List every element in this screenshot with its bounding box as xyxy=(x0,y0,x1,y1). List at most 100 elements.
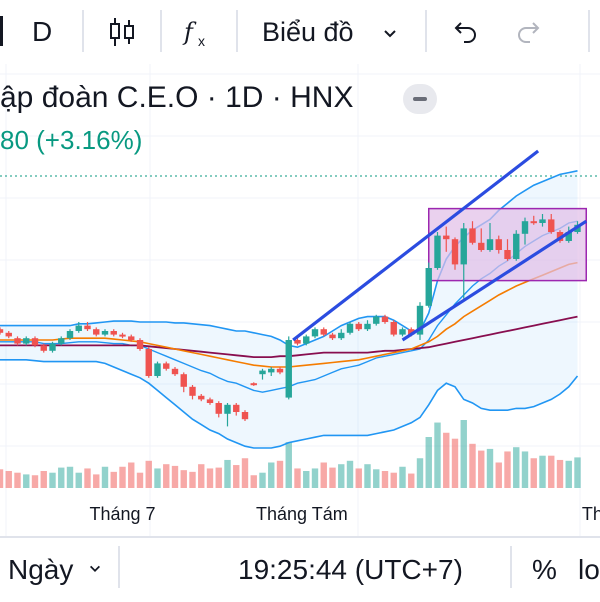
candle-body xyxy=(5,332,12,337)
log-scale-toggle[interactable]: lo xyxy=(578,554,600,585)
volume-bar xyxy=(40,471,47,488)
candle-body xyxy=(355,323,362,330)
candle xyxy=(329,332,336,340)
candles-icon[interactable] xyxy=(104,14,140,50)
bottom-toolbar: Ngày 19:25:44 (UTC+7) % lo xyxy=(0,536,600,602)
candle xyxy=(285,336,292,400)
volume-bar xyxy=(311,468,319,488)
candle xyxy=(355,322,362,331)
price-change: 80 (+3.16%) xyxy=(0,125,143,155)
volume-bar xyxy=(206,468,214,488)
candle-body xyxy=(486,239,494,250)
candle-body xyxy=(443,235,450,240)
candle-body xyxy=(241,412,249,420)
volume-bar xyxy=(250,475,257,488)
candle xyxy=(364,320,371,331)
candle xyxy=(84,322,91,331)
date-range-button[interactable]: Ngày xyxy=(8,554,74,585)
bollinger-band-fill xyxy=(0,170,578,449)
candle xyxy=(311,327,319,339)
candle-body xyxy=(504,250,511,259)
left-edge-icon[interactable] xyxy=(0,16,11,46)
chart-menu-button[interactable]: Biểu đồ xyxy=(262,17,354,47)
candle xyxy=(58,336,65,346)
candle xyxy=(276,367,284,375)
candle-body xyxy=(565,232,572,241)
trend-channel-upper xyxy=(292,149,540,342)
candle-body xyxy=(434,235,441,268)
clock-timezone[interactable]: 19:25:44 (UTC+7) xyxy=(238,554,463,585)
volume-bar xyxy=(75,472,82,488)
volume-bar xyxy=(521,451,529,488)
candle-body xyxy=(259,370,266,375)
candle-body xyxy=(58,338,65,344)
candle-body xyxy=(373,316,380,324)
volume-bar xyxy=(390,472,397,488)
candle-body xyxy=(206,399,214,403)
candle-body xyxy=(84,325,91,330)
volume-bar xyxy=(154,468,161,488)
interval-button[interactable]: D xyxy=(32,16,53,47)
candle-body xyxy=(14,338,21,344)
candle-body xyxy=(548,219,555,232)
volume-bar xyxy=(303,471,310,488)
volume-bar xyxy=(556,459,564,488)
candle-body xyxy=(521,221,529,234)
volume-bar xyxy=(574,457,581,488)
volume-bar xyxy=(530,458,537,488)
candle-body xyxy=(0,329,4,333)
collapse-legend-button[interactable] xyxy=(403,84,437,114)
redo-icon[interactable] xyxy=(514,17,544,47)
volume-bar xyxy=(198,464,205,488)
candle-body xyxy=(478,242,485,250)
volume-bar xyxy=(285,442,292,488)
volume-bar xyxy=(119,466,126,488)
x-tick-label: Tháng Tám xyxy=(256,504,348,524)
candle-body xyxy=(399,329,406,335)
volume-bar xyxy=(241,458,249,488)
volume-bar xyxy=(355,468,362,488)
candle-body xyxy=(233,404,240,412)
indicators-icon[interactable]: f x xyxy=(180,14,216,50)
candle xyxy=(268,367,275,376)
candle xyxy=(128,334,135,342)
chevron-down-icon[interactable] xyxy=(382,26,398,42)
candle-body xyxy=(93,329,100,335)
svg-text:f: f xyxy=(182,18,197,46)
candle xyxy=(513,230,520,261)
price-chart[interactable]: Tháng 7 Tháng Tám Tháng xyxy=(0,64,600,536)
candle xyxy=(198,394,205,402)
candle xyxy=(23,336,30,346)
volume-bar xyxy=(101,466,109,488)
volume-bar xyxy=(259,472,266,488)
chevron-down-icon[interactable] xyxy=(88,562,102,576)
candle xyxy=(171,367,179,376)
toolbar-divider xyxy=(82,10,84,52)
volume-bar xyxy=(180,470,187,488)
candle xyxy=(163,361,170,371)
candle-body xyxy=(530,221,537,224)
candle xyxy=(40,343,47,353)
volume-series xyxy=(0,420,581,488)
percent-scale-toggle[interactable]: % xyxy=(532,554,557,585)
bollinger-lower-line xyxy=(0,358,579,449)
candle-body xyxy=(23,338,30,344)
candle-body xyxy=(390,322,397,335)
candle xyxy=(478,228,485,252)
toolbar-divider xyxy=(118,546,120,588)
undo-icon[interactable] xyxy=(450,17,480,47)
candle-body xyxy=(136,340,144,349)
volume-bar xyxy=(504,451,511,488)
volume-bar xyxy=(539,455,546,488)
volume-bar xyxy=(31,475,39,488)
candle-body xyxy=(145,349,152,376)
candle-body xyxy=(49,343,56,351)
chart-pane[interactable]: Tháng 7 Tháng Tám Tháng xyxy=(0,64,600,536)
toolbar-divider xyxy=(588,10,590,52)
volume-bar xyxy=(364,464,371,488)
candle-body xyxy=(320,329,327,335)
candle xyxy=(154,361,161,378)
candle xyxy=(206,397,214,405)
symbol-legend: ập đoàn C.E.O · 1D · HNX xyxy=(0,81,354,114)
toolbar-divider xyxy=(160,10,162,52)
